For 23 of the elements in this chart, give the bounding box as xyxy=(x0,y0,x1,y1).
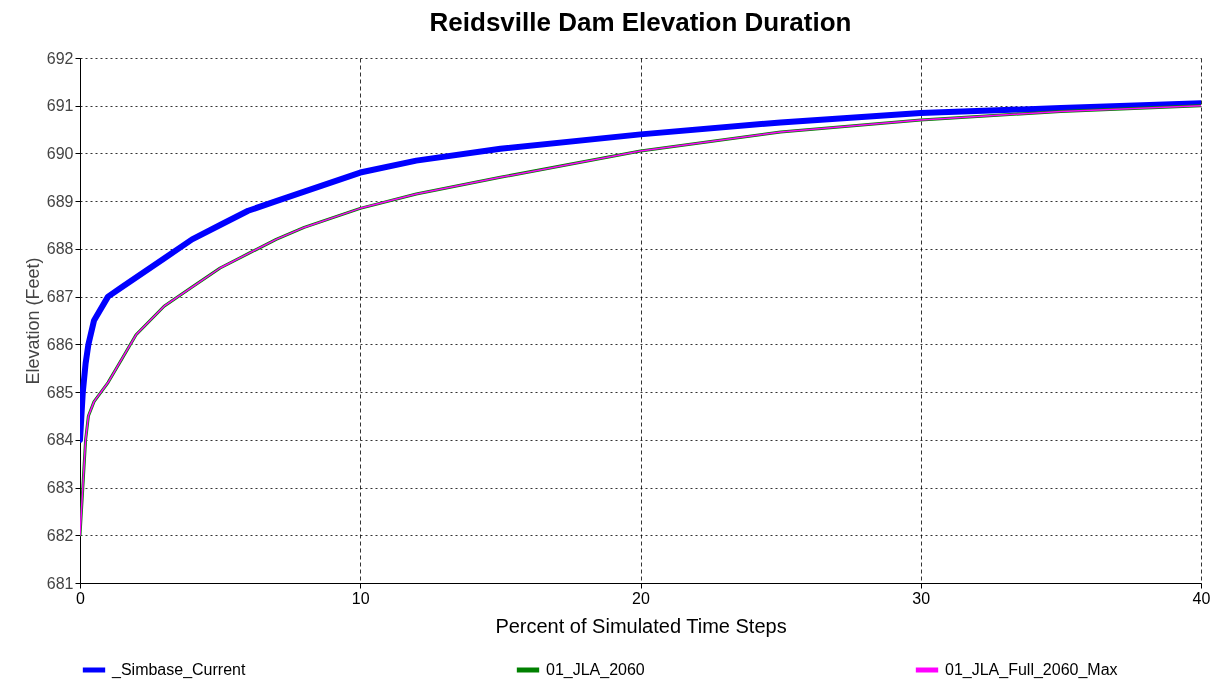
legend-label: 01_JLA_2060 xyxy=(546,661,645,679)
y-tick-label: 681 xyxy=(46,574,74,592)
y-tick-label: 691 xyxy=(46,97,74,115)
x-tick-label: 0 xyxy=(76,589,86,607)
chart-title: Reidsville Dam Elevation Duration xyxy=(429,7,852,37)
x-tick-label: 20 xyxy=(632,589,650,607)
y-tick-label: 687 xyxy=(46,288,74,306)
y-tick-label: 689 xyxy=(46,192,74,210)
y-tick-label: 684 xyxy=(46,431,74,449)
y-axis-title: Elevation (Feet) xyxy=(22,257,43,385)
x-axis-title: Percent of Simulated Time Steps xyxy=(495,614,787,637)
x-tick-label: 10 xyxy=(351,589,370,607)
legend-label: 01_JLA_Full_2060_Max xyxy=(945,661,1118,679)
y-tick-label: 686 xyxy=(46,335,74,353)
x-tick-label: 30 xyxy=(912,589,931,607)
y-tick-label: 690 xyxy=(46,144,74,162)
y-tick-label: 683 xyxy=(46,479,74,497)
legend-label: _Simbase_Current xyxy=(111,661,246,679)
x-tick-label: 40 xyxy=(1192,589,1211,607)
y-tick-label: 685 xyxy=(46,383,74,401)
y-tick-label: 692 xyxy=(46,49,74,67)
y-tick-label: 682 xyxy=(46,526,74,544)
y-tick-label: 688 xyxy=(46,240,74,258)
